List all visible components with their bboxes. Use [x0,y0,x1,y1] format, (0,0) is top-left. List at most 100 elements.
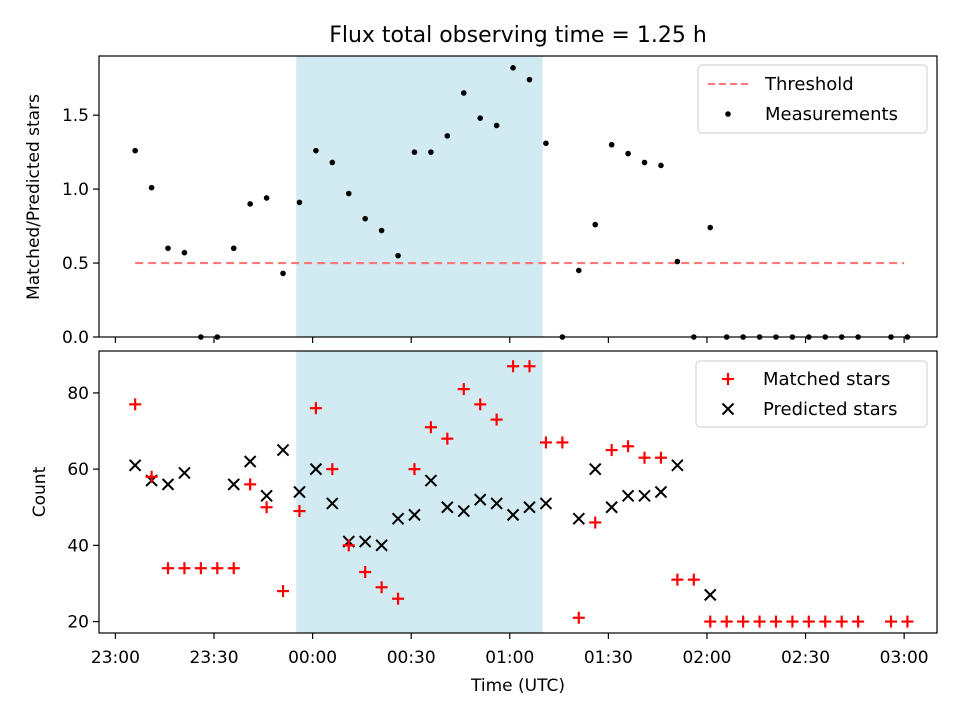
measurement-point [575,267,582,274]
top-y-axis-label: Matched/Predicted stars [24,94,44,300]
matched-star-point [769,615,782,628]
matched-star-point [178,562,191,575]
measurement-point [658,162,664,169]
matched-star-point [589,516,602,529]
measurement-point [263,195,270,201]
matched-star-point [326,463,339,476]
matched-star-point [884,615,897,628]
predicted-star-point [424,474,438,487]
predicted-star-point [293,485,306,499]
bottom-y-tick-label: 40 [67,536,89,556]
matched-star-point [145,470,158,483]
matched-star-point [720,615,733,628]
measurement-point [477,115,484,121]
matched-star-point [457,383,470,396]
predicted-star-point [605,501,618,514]
bottom-plot-frame [98,350,938,634]
measurement-point [592,221,599,228]
bottom-y-tick-label: 60 [67,460,89,480]
matched-star-point [638,451,651,464]
measurement-point [460,90,467,96]
top-y-tick-label: 0.0 [62,328,89,348]
bottom-y-tick-label: 80 [67,384,89,404]
legend-matched-swatch [722,373,734,385]
matched-star-point [474,398,487,411]
measurement-point [641,159,648,166]
matched-star-point [392,592,405,605]
matched-star-point [260,501,273,514]
measurement-point [510,65,516,71]
predicted-star-point [539,497,553,510]
matched-star-point [523,360,536,373]
predicted-star-point [309,462,323,476]
matched-star-point [194,562,207,575]
predicted-star-point [671,459,684,472]
predicted-star-point [178,466,191,480]
matched-star-point [359,566,372,579]
predicted-star-point [391,512,405,525]
top-y-tick-label: 1.0 [62,180,89,200]
x-tick-label: 23:00 [91,648,140,668]
matched-star-point [802,615,815,628]
measurement-point [411,149,418,155]
measurement-point [247,201,253,207]
matched-star-point [852,615,865,628]
matched-star-point [277,585,290,598]
predicted-star-point [128,459,142,472]
matched-star-point [309,402,322,415]
matched-star-point [293,505,306,518]
predicted-star-point [375,539,388,552]
measurement-point [313,147,319,154]
bottom-shaded-interval [296,351,543,633]
matched-star-point [244,478,257,491]
predicted-star-point [260,489,273,503]
measurement-point [296,199,303,206]
predicted-star-point [358,535,372,548]
measurement-point [378,227,385,234]
legend-predicted-marker [721,402,735,416]
x-tick-label: 02:00 [682,648,731,668]
measurement-point [132,147,138,154]
measurement-point [608,141,615,148]
matched-star-point [654,451,667,464]
top-y-tick-label: 1.5 [62,106,89,126]
measurement-point [329,159,336,166]
measurement-point [395,252,401,259]
predicted-star-point [326,497,339,510]
measurement-point [707,224,714,231]
predicted-star-point [243,455,257,468]
matched-star-point [671,573,684,586]
matched-star-point [375,581,388,594]
measurement-point [543,140,549,147]
matched-star-point [441,432,454,445]
top-plot-frame [98,55,938,338]
top-shaded-interval [296,56,543,337]
matched-star-point [539,436,552,449]
measurement-point [181,249,188,256]
legend-measurements-swatch [725,111,731,117]
measurement-point [148,184,155,191]
predicted-star-point [161,478,175,491]
x-tick-label: 00:00 [288,648,337,668]
predicted-star-point [638,489,651,503]
figure-title: Flux total observing time = 1.25 h [329,23,707,48]
matched-star-point [786,615,799,628]
measurement-point [674,258,681,265]
measurement-point [362,215,368,222]
matched-star-point [819,615,832,628]
predicted-star-point [227,478,240,491]
x-tick-label: 03:00 [880,648,929,668]
matched-star-point [490,413,503,426]
x-tick-label: 23:30 [190,648,239,668]
x-tick-label: 02:30 [781,648,830,668]
bottom-y-axis-label: Count [30,466,50,517]
measurement-point [280,270,286,277]
predicted-star-point [457,504,470,518]
measurement-point [493,122,500,129]
matched-star-point [704,615,717,628]
measurement-point [345,190,352,197]
predicted-star-point [506,508,520,522]
matched-star-point [162,562,175,575]
x-axis-label: Time (UTC) [470,676,565,696]
predicted-star-point [408,508,421,522]
